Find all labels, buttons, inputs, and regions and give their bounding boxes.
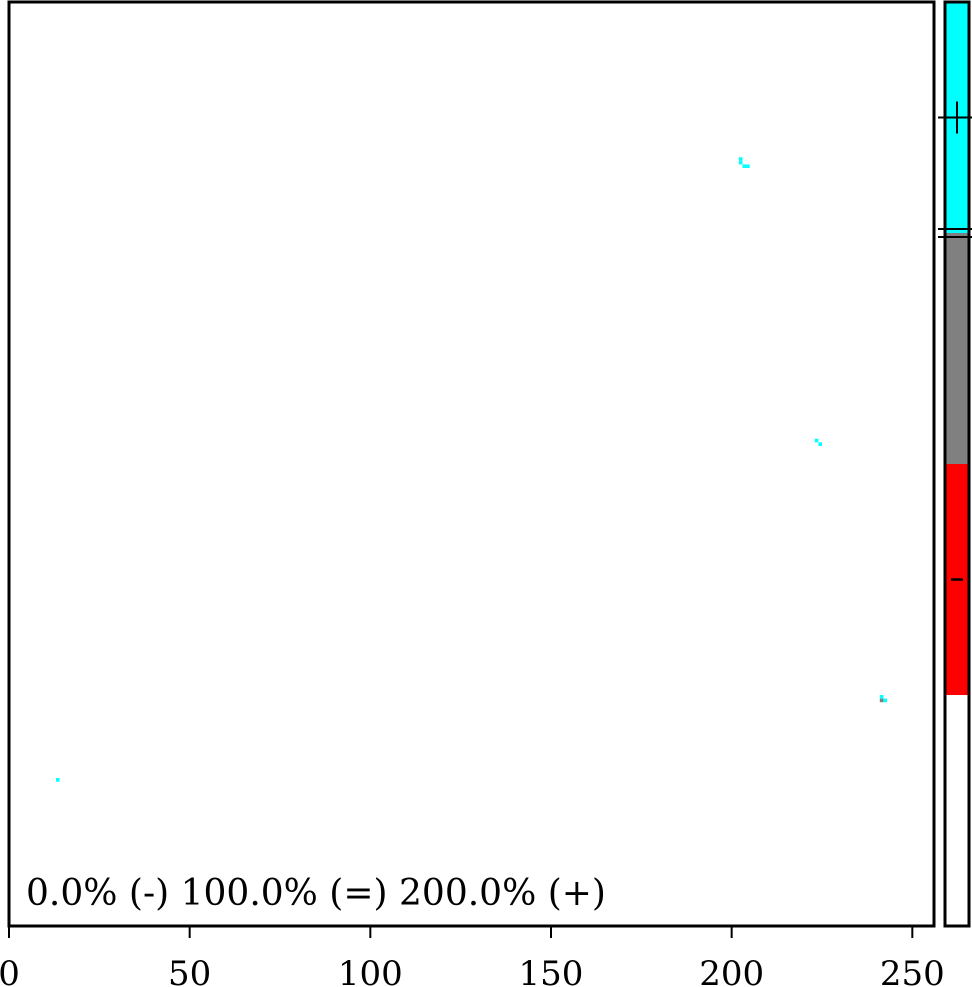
heatmap-cell — [55, 778, 60, 782]
heatmap-cell — [879, 698, 884, 703]
colorbar — [945, 2, 969, 926]
heatmap-cell — [818, 442, 822, 446]
heatmap-cell — [879, 695, 884, 699]
x-axis: 0 50 100 150 200 250 — [0, 926, 945, 987]
colorbar-frame — [943, 0, 971, 928]
heatmap-cell — [814, 438, 819, 443]
heatmap-cells — [55, 157, 888, 782]
x-tick-label: 200 — [699, 954, 764, 987]
heatmap-cell — [746, 164, 750, 169]
heatmap-cell — [883, 698, 888, 703]
x-tick-label: 50 — [168, 954, 211, 987]
x-tick-label: 100 — [338, 954, 403, 987]
colorbar-band — [945, 695, 969, 926]
x-tick-label: 250 — [880, 954, 945, 987]
x-tick-label: 150 — [519, 954, 584, 987]
colorbar-band — [945, 233, 969, 464]
colorbar-symbols — [938, 101, 972, 581]
heatmap-cell — [738, 157, 743, 161]
heatmap-cell — [738, 160, 743, 165]
x-tick-label: 0 — [0, 954, 20, 987]
plot-frame — [7, 0, 936, 928]
chart-annotation: 0.0% (-) 100.0% (=) 200.0% (+) — [26, 873, 606, 914]
heatmap-cell — [742, 164, 747, 169]
